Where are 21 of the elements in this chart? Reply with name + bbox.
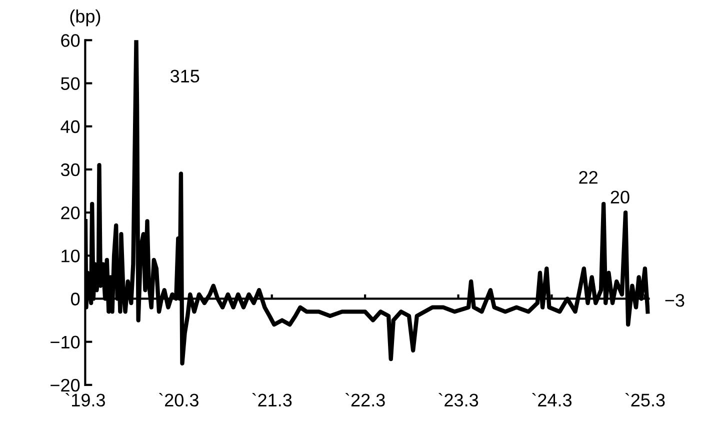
y-tick-label: −20 bbox=[50, 378, 80, 392]
annotation: 22 bbox=[579, 170, 598, 184]
x-tick-label: `21.3 bbox=[252, 393, 292, 407]
y-tick-label: 60 bbox=[61, 34, 80, 47]
y-tick-label: 40 bbox=[60, 120, 80, 134]
x-tick-label: `24.3 bbox=[532, 393, 572, 407]
x-tick-label: `22.3 bbox=[345, 393, 385, 407]
y-tick-label: 30 bbox=[60, 163, 80, 176]
y-axis-title: (bp) bbox=[70, 9, 100, 26]
y-tick-label: 20 bbox=[61, 206, 80, 220]
x-tick-label: `25.3 bbox=[625, 393, 665, 407]
annotation: −3 bbox=[665, 294, 684, 307]
annotation: 315 bbox=[170, 70, 200, 83]
y-tick-label: −10 bbox=[50, 336, 80, 349]
x-tick-label: `19.3 bbox=[66, 393, 105, 407]
x-tick-label: `20.3 bbox=[159, 393, 198, 407]
x-tick-label: `23.3 bbox=[438, 393, 478, 407]
y-tick-label: 10 bbox=[62, 250, 80, 262]
y-tick-label: 50 bbox=[60, 77, 80, 90]
y-tick-label: 0 bbox=[71, 292, 80, 306]
annotation: 20 bbox=[610, 190, 630, 204]
